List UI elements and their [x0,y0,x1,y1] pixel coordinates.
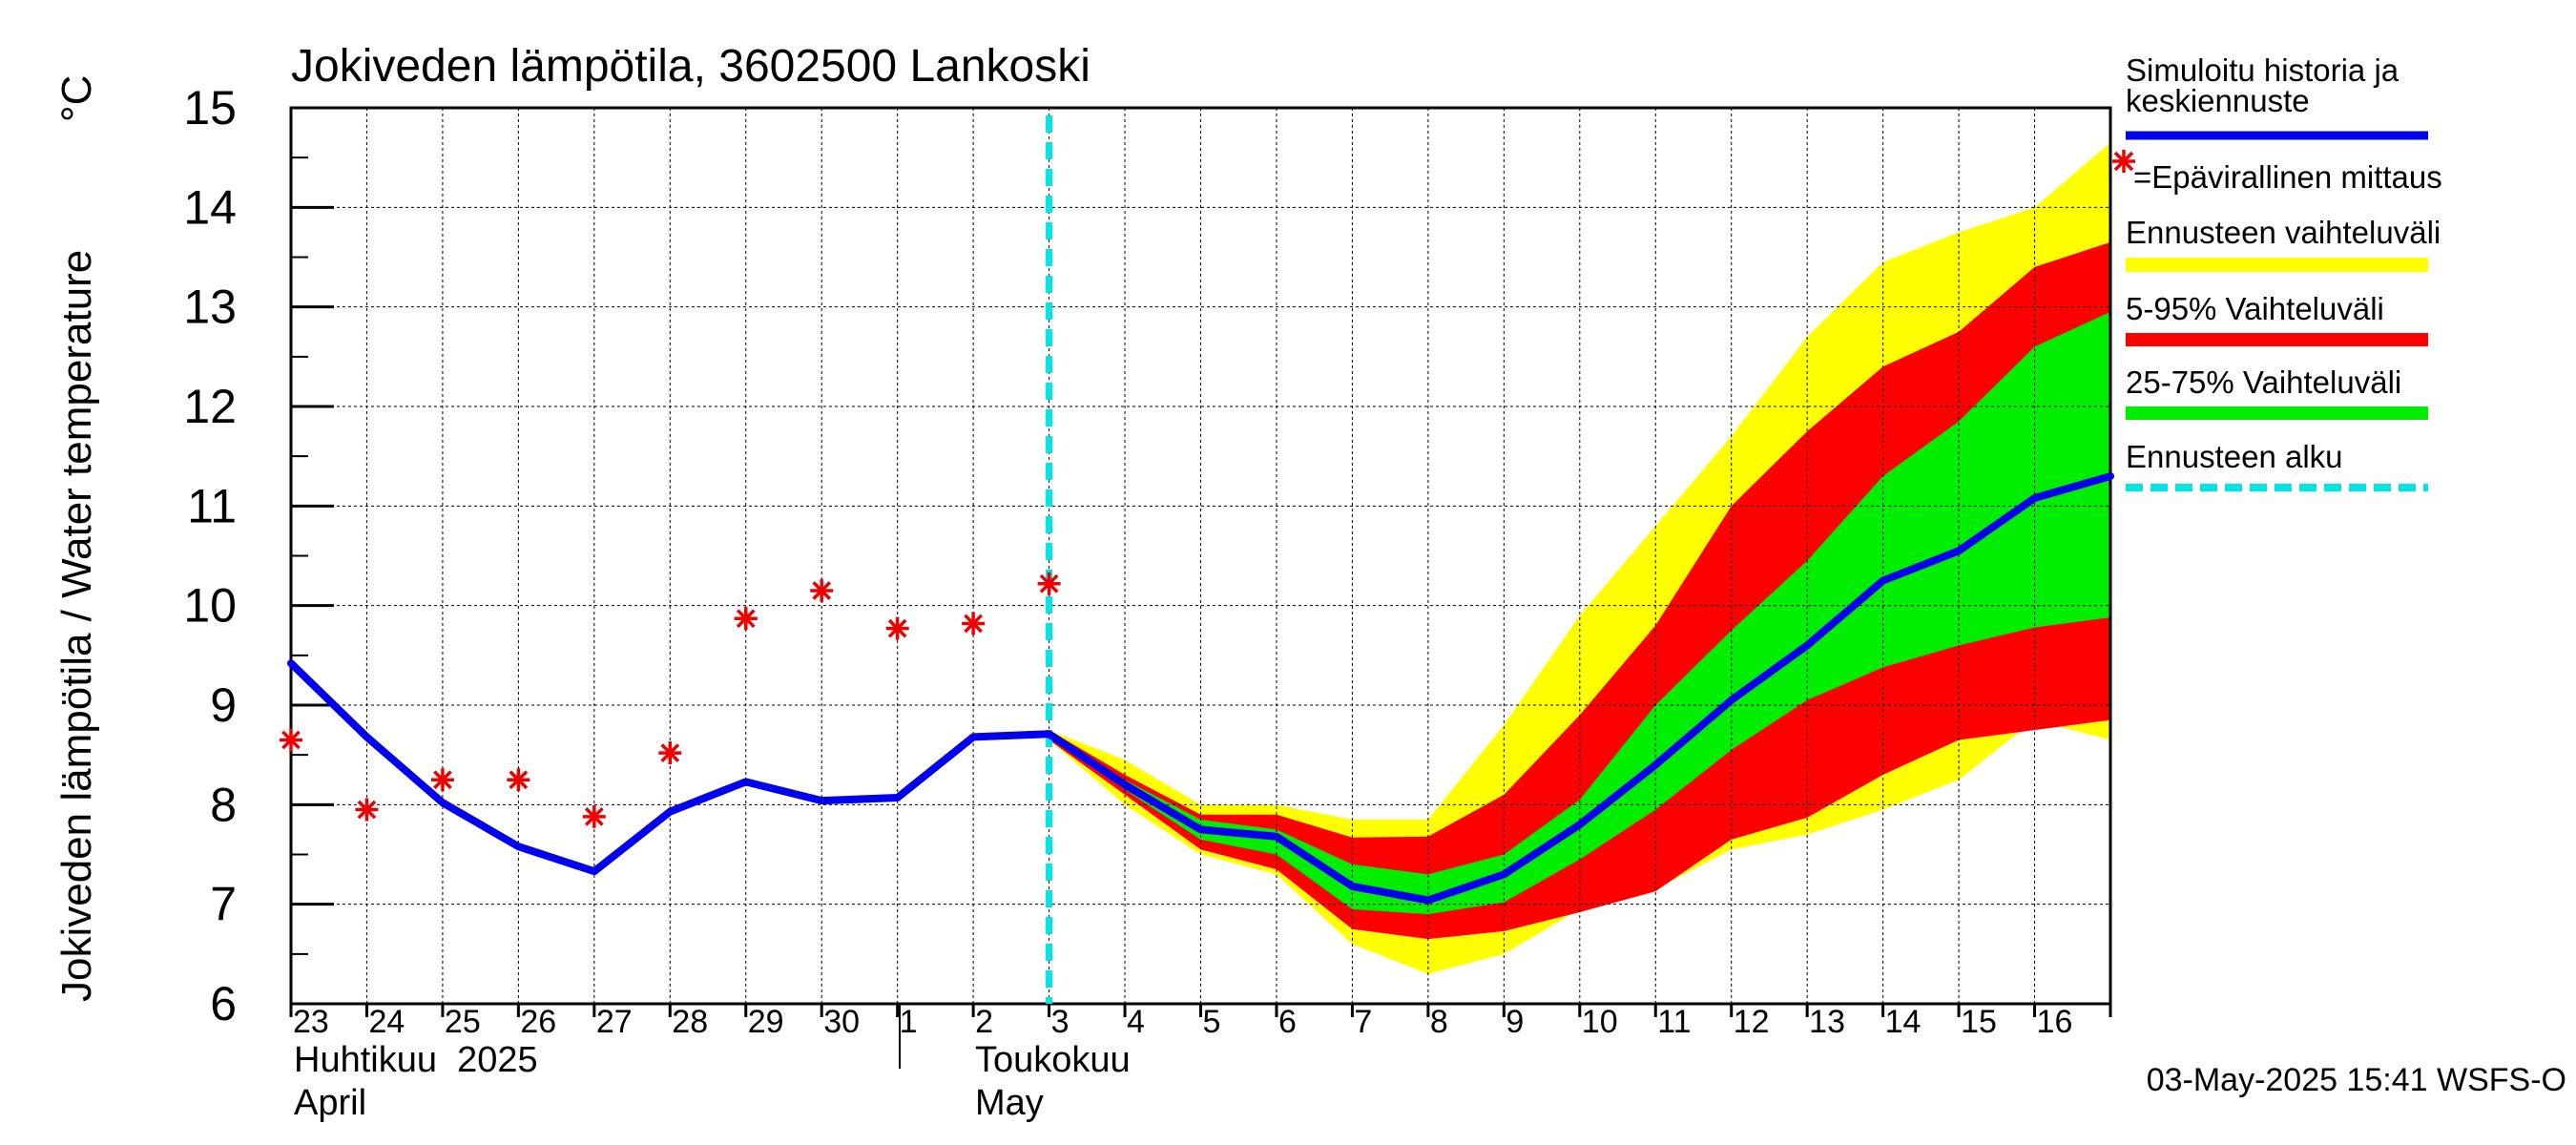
y-tick-label: 13 [183,281,237,334]
legend-label-25-75: 25-75% Vaihteluväli [2126,364,2401,400]
x-tick-label: 25 [445,1004,481,1040]
y-tick-label: 10 [183,579,237,633]
x-tick-label: 15 [1961,1004,1997,1040]
band-25-75 [1049,311,2110,915]
legend-label-simulated-line1: Simuloitu historia ja [2126,52,2399,88]
legend-label-5-95: 5-95% Vaihteluväli [2126,291,2384,326]
x-tick-labels: 23 24 25 26 27 28 29 30 1 2 3 4 5 6 7 8 9 10 11 12 13 14 15 16 [293,1004,2072,1040]
observation-markers [280,572,1061,828]
y-axis-label: Jokiveden lämpötila / Water temperature [53,250,100,1002]
y-tick-label: 15 [183,81,237,135]
legend-swatch-25-75 [2126,406,2428,420]
x-tick-label: 24 [368,1004,405,1040]
timestamp: 03-May-2025 15:41 WSFS-O [2147,1062,2566,1098]
month-label-april-fi: Huhtikuu 2025 [294,1040,538,1080]
observation-marker [582,804,606,828]
x-tick-label: 8 [1430,1004,1448,1040]
x-tick-label: 9 [1506,1004,1524,1040]
forecast-bands [1049,142,2110,974]
x-tick-label: 16 [2037,1004,2073,1040]
month-label-may-fi: Toukokuu [975,1040,1131,1080]
legend-label-simulated-line2: keskiennuste [2126,83,2310,118]
band-5-95 [1049,241,2110,940]
y-tick-label: 7 [210,878,237,931]
observation-marker [885,616,909,640]
y-tick-labels: 6 7 8 9 10 11 12 13 14 15 [183,81,237,1030]
observation-marker [658,741,682,765]
x-tick-label: 13 [1809,1004,1845,1040]
x-tick-label: 23 [293,1004,329,1040]
legend-label-forecast-start: Ennusteen alku [2126,439,2343,474]
x-tick-label: 7 [1354,1004,1372,1040]
y-tick-label: 8 [210,778,237,831]
y-tick-label: 12 [183,380,237,433]
x-tick-label: 26 [520,1004,556,1040]
month-label-april-en: April [294,1083,366,1123]
x-tick-label: 14 [1885,1004,1922,1040]
x-tick-label: 29 [748,1004,784,1040]
y-tick-label: 6 [210,977,237,1030]
y-tick-label: 11 [187,479,237,532]
month-label-may-en: May [975,1083,1044,1123]
x-tick-label: 28 [672,1004,708,1040]
legend-swatch-5-95 [2126,333,2428,346]
x-tick-label: 11 [1657,1004,1691,1040]
x-tick-label: 27 [596,1004,633,1040]
observation-marker [1037,572,1061,595]
x-tick-label: 2 [975,1004,993,1040]
observation-marker [507,768,530,792]
observation-marker [355,798,379,822]
observation-marker [280,728,302,752]
legend-swatch-observation [2112,150,2135,173]
y-axis-unit: °C [53,75,100,122]
x-tick-label: 30 [823,1004,860,1040]
x-tick-label: 5 [1203,1004,1221,1040]
axis-ticks [289,106,2112,1017]
simulated-temperature-line [287,472,2114,905]
observation-marker [430,768,454,792]
chart-title: Jokiveden lämpötila, 3602500 Lankoski [291,41,1091,92]
legend-label-observation: =Epävirallinen mittaus [2133,159,2442,195]
legend-swatch-full-range [2126,258,2428,272]
y-tick-label: 14 [183,180,237,234]
legend: Simuloitu historia ja keskiennuste =Epäv… [2112,52,2442,491]
x-tick-label: 3 [1051,1004,1070,1040]
x-tick-label: 1 [900,1004,918,1040]
x-tick-label: 4 [1127,1004,1145,1040]
y-tick-label: 9 [210,678,237,732]
observation-marker [734,607,758,631]
x-tick-label: 12 [1734,1004,1770,1040]
x-tick-label: 6 [1278,1004,1297,1040]
legend-label-full-range: Ennusteen vaihteluväli [2126,215,2441,250]
x-tick-label: 10 [1582,1004,1618,1040]
observation-marker [810,579,834,603]
observation-marker [962,612,986,635]
